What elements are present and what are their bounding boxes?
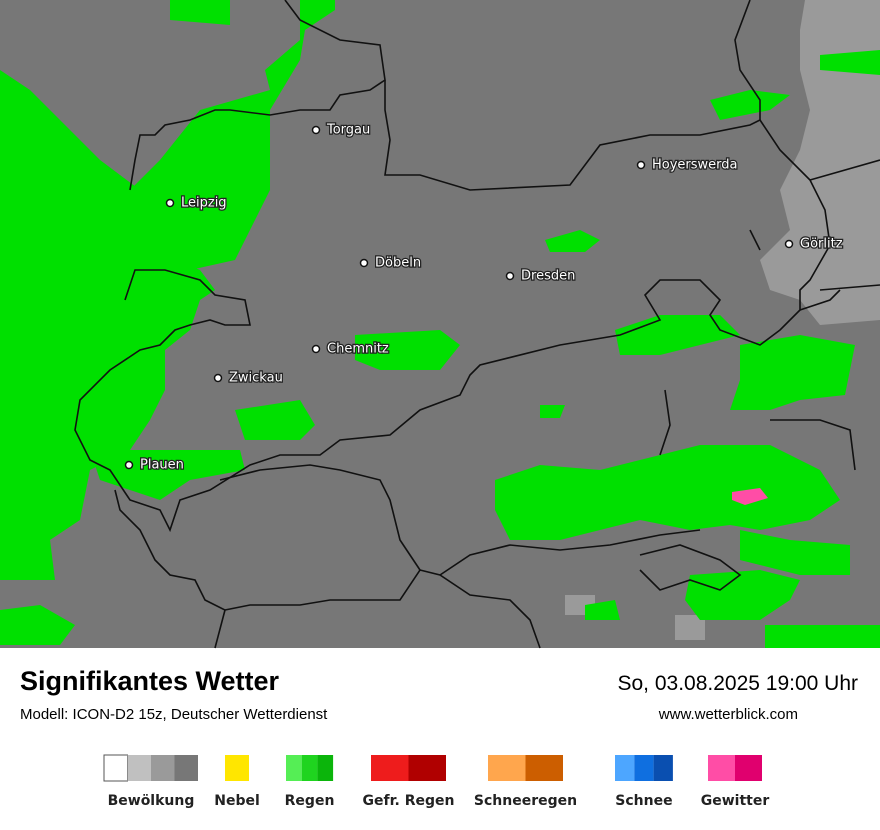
city-marker [311, 125, 321, 135]
city-label: Leipzig [181, 196, 227, 211]
city-marker [359, 258, 369, 268]
legend-label: Gefr. Regen [363, 793, 455, 809]
city-marker [505, 271, 515, 281]
legend-swatch [634, 755, 654, 781]
thunderstorm-area [732, 488, 768, 505]
legend-swatch [371, 755, 409, 781]
legend-swatch [174, 755, 198, 781]
city-label: Hoyerswerda [652, 158, 738, 173]
city-marker [784, 239, 794, 249]
legend-swatch [488, 755, 526, 781]
legend-swatch [615, 755, 635, 781]
city-label: Görlitz [800, 237, 843, 252]
cities: Torgau Leipzig Hoyerswerda Görlitz Döbeln Dre… [124, 121, 844, 474]
legend-swatch [225, 755, 249, 781]
legend-swatch [408, 755, 446, 781]
legend-swatch [151, 755, 175, 781]
city-label: Zwickau [229, 371, 283, 386]
city-marker [311, 344, 321, 354]
legend-label: Nebel [214, 793, 260, 809]
legend-label: Regen [285, 793, 335, 809]
legend-label: Gewitter [701, 793, 770, 809]
legend-swatch [525, 755, 563, 781]
legend-label: Schneeregen [474, 793, 577, 809]
city-label: Chemnitz [327, 342, 389, 357]
datetime: So, 03.08.2025 19:00 Uhr [617, 672, 858, 695]
city-marker [213, 373, 223, 383]
city-label: Torgau [326, 123, 370, 138]
city-label: Döbeln [375, 256, 421, 271]
legend-label: Bewölkung [108, 793, 195, 809]
subtitle: Modell: ICON-D2 15z, Deutscher Wetterdie… [20, 706, 328, 723]
url: www.wetterblick.com [658, 706, 798, 723]
legend-swatch [708, 755, 735, 781]
rain-areas [0, 0, 880, 648]
legend: Bewölkung Nebel Regen Gefr. Regen Schneerege… [103, 754, 770, 809]
borders [74, 0, 880, 649]
legend-swatch [735, 755, 762, 781]
legend-swatch [301, 755, 318, 781]
city-marker [165, 198, 175, 208]
title: Signifikantes Wetter [20, 666, 280, 696]
legend-swatch [653, 755, 673, 781]
city-marker [124, 460, 134, 470]
legend-swatch [103, 754, 128, 782]
legend-label: Schnee [615, 793, 672, 809]
legend-swatch [317, 755, 334, 781]
legend-swatch [286, 755, 302, 781]
city-label: Dresden [521, 269, 575, 284]
city-marker [636, 160, 646, 170]
legend-swatch [127, 755, 151, 781]
city-label: Plauen [140, 458, 184, 473]
